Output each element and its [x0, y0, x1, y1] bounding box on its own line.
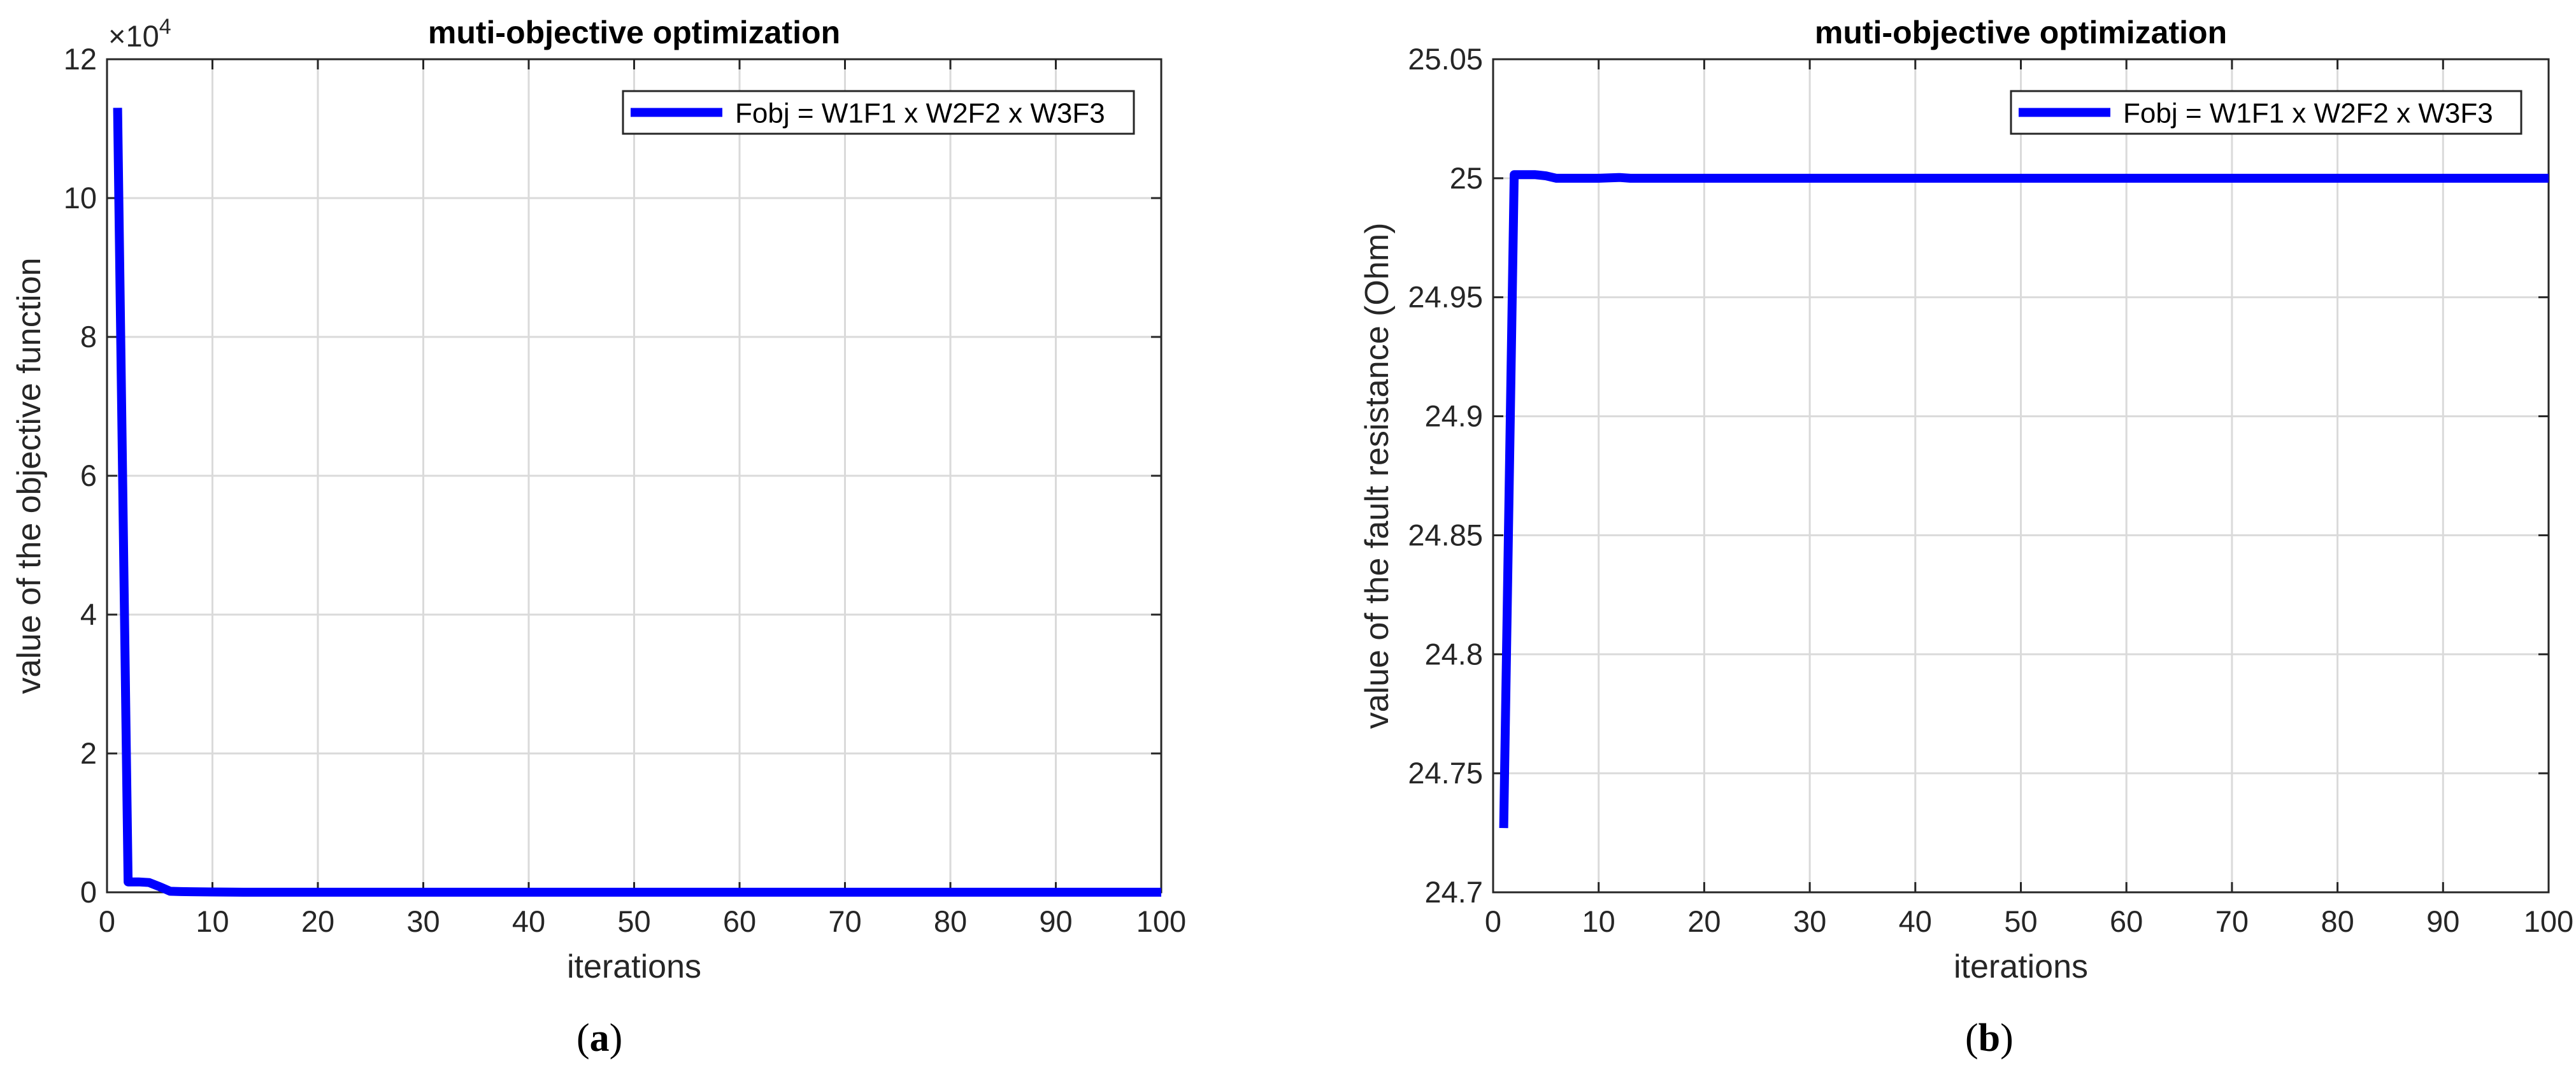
y-tick-label: 12	[64, 42, 97, 76]
x-tick-label: 10	[196, 904, 229, 938]
panel-caption-a: (a)	[576, 1016, 623, 1060]
x-axis-label: iterations	[567, 948, 701, 985]
x-tick-label: 50	[617, 904, 650, 938]
y-tick-label: 24.85	[1408, 518, 1483, 552]
x-tick-label: 100	[2524, 904, 2573, 938]
y-exponent-label: ×104	[108, 15, 171, 53]
legend-label: Fobj = W1F1 x W2F2 x W3F3	[735, 98, 1105, 129]
series-line	[113, 108, 1161, 897]
x-tick-label: 70	[2215, 904, 2249, 938]
x-tick-label: 80	[934, 904, 967, 938]
y-exponent-base: ×10	[108, 19, 159, 53]
x-tick-label: 60	[723, 904, 756, 938]
chart-title: muti-objective optimization	[1815, 15, 2227, 50]
x-tick-label: 40	[512, 904, 545, 938]
x-tick-label: 30	[1793, 904, 1826, 938]
x-tick-label: 10	[1582, 904, 1615, 938]
x-tick-label: 100	[1136, 904, 1186, 938]
y-tick-label: 2	[80, 736, 97, 770]
x-tick-label: 20	[301, 904, 334, 938]
x-tick-label: 90	[1039, 904, 1072, 938]
series-line	[1499, 170, 2549, 829]
y-axis-label: value of the objective function	[11, 257, 48, 694]
x-tick-label: 40	[1899, 904, 1932, 938]
x-axis-label: iterations	[1954, 948, 2088, 985]
chart-title: muti-objective optimization	[428, 15, 840, 50]
panel-caption-b-letter: b	[1978, 1016, 2001, 1060]
x-tick-label: 80	[2321, 904, 2354, 938]
x-tick-label: 50	[2004, 904, 2037, 938]
x-tick-label: 0	[99, 904, 115, 938]
y-tick-label: 10	[64, 181, 97, 215]
y-tick-label: 24.9	[1425, 399, 1483, 433]
legend-label: Fobj = W1F1 x W2F2 x W3F3	[2123, 98, 2493, 129]
legend: Fobj = W1F1 x W2F2 x W3F3	[622, 90, 1135, 135]
y-tick-label: 4	[80, 597, 97, 631]
y-tick-label: 24.8	[1425, 637, 1483, 671]
y-tick-label: 25.05	[1408, 42, 1483, 76]
y-axis-label: value of the fault resistance (Ohm)	[1359, 223, 1396, 729]
chart-panel-b: 0 10 20 30 40 50 60 70 80 90 100 24.7 24.75 24.8 24.85…	[1359, 15, 2573, 985]
x-tick-label: 30	[406, 904, 440, 938]
y-exponent-power: 4	[159, 15, 171, 39]
axes-box	[1492, 58, 2550, 894]
y-tick-label: 24.7	[1425, 875, 1483, 909]
x-tick-label: 20	[1687, 904, 1721, 938]
y-tick-label: 25	[1450, 161, 1483, 195]
legend: Fobj = W1F1 x W2F2 x W3F3	[2010, 90, 2522, 135]
y-tick-label: 24.75	[1408, 756, 1483, 790]
x-tick-label: 70	[828, 904, 861, 938]
x-tick-label: 90	[2426, 904, 2459, 938]
y-tick-label: 6	[80, 459, 97, 492]
y-tick-label: 24.95	[1408, 280, 1483, 314]
x-tick-label: 60	[2110, 904, 2143, 938]
x-tick-label: 0	[1485, 904, 1501, 938]
y-tick-label: 8	[80, 320, 97, 353]
panel-caption-b: (b)	[1965, 1016, 2014, 1060]
panel-caption-a-letter: a	[589, 1016, 610, 1060]
y-tick-label: 0	[80, 875, 97, 909]
